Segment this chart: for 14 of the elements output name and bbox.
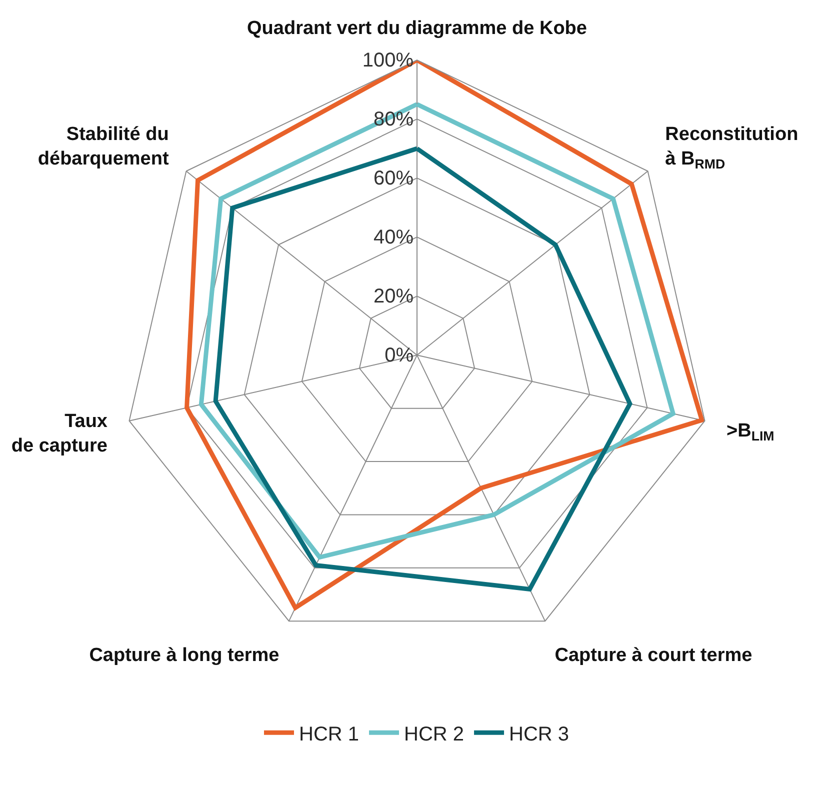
spoke-label: >B$_{LIM}$ xyxy=(726,420,774,444)
y-tick-label: 20% xyxy=(373,286,414,308)
y-tick-label: 60% xyxy=(373,168,414,190)
spoke-label: Capture à long terme xyxy=(89,645,280,666)
legend-label: HCR 2 xyxy=(404,723,464,746)
legend-label: HCR 3 xyxy=(509,723,570,746)
legend-label: HCR 1 xyxy=(299,723,360,746)
spoke-label: Taux de capture xyxy=(11,410,108,457)
y-tick-label: 40% xyxy=(373,226,414,249)
y-tick-label: 100% xyxy=(362,50,414,72)
spoke-label: Capture à court terme xyxy=(554,645,752,666)
spoke-label: Quadrant vert du diagramme de Kobe xyxy=(247,18,587,39)
spoke-label: Reconstitution à B$_{RMD}$ xyxy=(665,124,798,172)
spoke-label: Stabilité du débarquement xyxy=(38,124,170,170)
